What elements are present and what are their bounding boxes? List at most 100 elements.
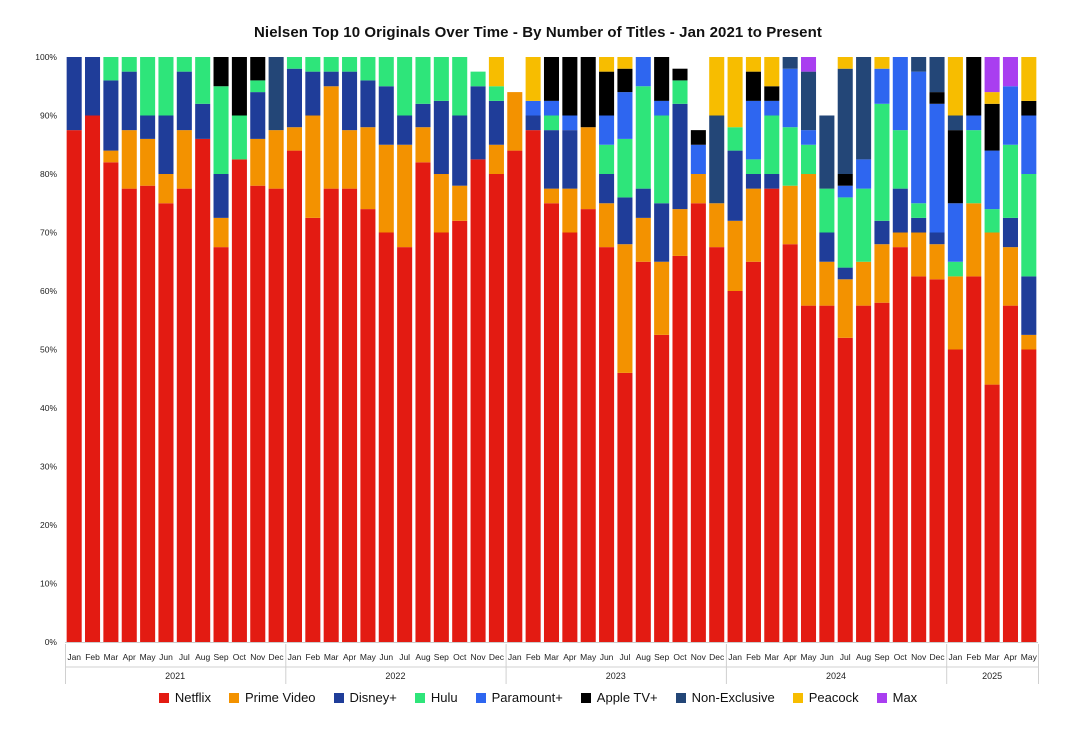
legend-swatch xyxy=(580,692,591,703)
bar-segment-paramount- xyxy=(966,115,982,131)
bar-segment-disney- xyxy=(305,71,321,116)
bar-segment-prime-video xyxy=(874,244,890,303)
x-tick-label: Sep xyxy=(654,652,669,662)
bar-segment-prime-video xyxy=(654,261,670,335)
bar-segment-disney- xyxy=(1002,217,1018,248)
bar-segment-non-exclusive xyxy=(856,57,872,160)
bar-segment-paramount- xyxy=(856,159,872,189)
bar-segment-netflix xyxy=(856,305,872,643)
bar-segment-netflix xyxy=(397,247,413,643)
bar-segment-prime-video xyxy=(1021,334,1037,350)
legend-item: Max xyxy=(876,690,918,705)
bar-segment-prime-video xyxy=(121,130,137,189)
y-tick-label: 80% xyxy=(40,169,57,179)
bar-segment-disney- xyxy=(378,86,394,145)
x-tick-label: Oct xyxy=(453,652,467,662)
x-tick-label: Jun xyxy=(379,652,393,662)
bar-segment-hulu xyxy=(488,86,504,101)
bar-segment-max xyxy=(800,57,817,72)
y-tick-label: 20% xyxy=(40,520,57,530)
bar-segment-disney- xyxy=(745,174,761,189)
bar-segment-peacock xyxy=(1021,57,1037,101)
bar-segment-disney- xyxy=(66,57,82,131)
legend-item: Paramount+ xyxy=(475,690,563,705)
bar-segment-paramount- xyxy=(745,100,761,160)
bar-segment-hulu xyxy=(874,103,890,221)
x-tick-label: Jul xyxy=(179,652,190,662)
year-label: 2022 xyxy=(385,671,405,681)
bar-segment-prime-video xyxy=(415,127,431,163)
legend-label: Max xyxy=(892,690,918,705)
bar-segment-netflix xyxy=(323,188,339,643)
x-tick-label: Jun xyxy=(820,652,834,662)
bar-segment-hulu xyxy=(305,57,321,72)
bar-segment-prime-video xyxy=(856,261,872,306)
x-tick-label: Nov xyxy=(250,652,266,662)
bar-segment-peacock xyxy=(745,57,761,72)
bar-segment-netflix xyxy=(837,337,853,642)
bar-segment-prime-video xyxy=(268,130,284,189)
bar-segment-hulu xyxy=(819,188,835,233)
bar-segment-disney- xyxy=(727,150,743,221)
bar-segment-hulu xyxy=(764,115,780,174)
legend-item: Netflix xyxy=(158,690,211,705)
bar-segment-prime-video xyxy=(709,203,725,248)
bar-segment-paramount- xyxy=(782,68,798,128)
bar-segment-apple-tv- xyxy=(654,57,670,101)
bar-segment-non-exclusive xyxy=(800,71,817,131)
bar-segment-peacock xyxy=(837,57,853,69)
bar-segment-non-exclusive xyxy=(819,115,835,189)
bar-segment-hulu xyxy=(470,71,486,87)
bar-segment-netflix xyxy=(433,232,449,642)
bar-segment-disney- xyxy=(158,115,174,174)
bar-segment-prime-video xyxy=(947,276,963,350)
bar-segment-prime-video xyxy=(433,174,449,233)
bar-segment-max xyxy=(1002,57,1018,87)
bar-segment-prime-video xyxy=(727,220,743,291)
x-tick-label: Oct xyxy=(673,652,687,662)
bar-segment-prime-video xyxy=(250,138,266,186)
bar-segment-prime-video xyxy=(360,127,376,210)
bar-segment-prime-video xyxy=(800,174,817,306)
bar-segment-netflix xyxy=(342,188,358,643)
bar-segment-disney- xyxy=(874,220,890,245)
bar-segment-netflix xyxy=(231,159,247,643)
bar-segment-max xyxy=(984,57,1000,93)
year-label: 2025 xyxy=(982,671,1002,681)
bar-segment-apple-tv- xyxy=(250,57,266,81)
bar-segment-netflix xyxy=(1002,305,1018,643)
x-tick-label: Jun xyxy=(159,652,173,662)
x-tick-label: Apr xyxy=(343,652,356,662)
bar-segment-apple-tv- xyxy=(580,57,596,128)
bar-segment-disney- xyxy=(397,115,413,145)
bar-segment-netflix xyxy=(690,203,706,642)
bar-segment-paramount- xyxy=(984,150,1000,210)
bar-segment-hulu xyxy=(415,57,431,104)
bar-segment-netflix xyxy=(672,255,688,642)
bar-segment-hulu xyxy=(213,86,229,174)
bar-segment-paramount- xyxy=(1002,86,1018,145)
x-tick-label: Dec xyxy=(929,652,945,662)
bar-segment-hulu xyxy=(231,115,247,160)
bar-segment-netflix xyxy=(66,130,82,643)
bar-segment-hulu xyxy=(745,159,761,175)
bar-segment-apple-tv- xyxy=(947,130,963,204)
bar-segment-prime-video xyxy=(580,127,596,210)
bar-segment-paramount- xyxy=(654,100,670,116)
legend-label: Disney+ xyxy=(349,690,397,705)
bar-segment-hulu xyxy=(342,57,358,72)
bar-segment-paramount- xyxy=(562,115,578,131)
bar-segment-disney- xyxy=(837,267,853,280)
bar-segment-peacock xyxy=(764,57,780,87)
legend-label: Hulu xyxy=(430,690,458,705)
bar-segment-prime-video xyxy=(782,185,798,245)
x-tick-label: Jan xyxy=(728,652,742,662)
bar-segment-non-exclusive xyxy=(911,57,927,72)
bar-segment-disney- xyxy=(672,103,688,210)
bar-segment-peacock xyxy=(525,57,541,101)
y-tick-label: 70% xyxy=(40,228,57,238)
x-tick-label: Mar xyxy=(764,652,779,662)
x-tick-label: May xyxy=(360,652,377,662)
bar-segment-netflix xyxy=(103,162,119,643)
